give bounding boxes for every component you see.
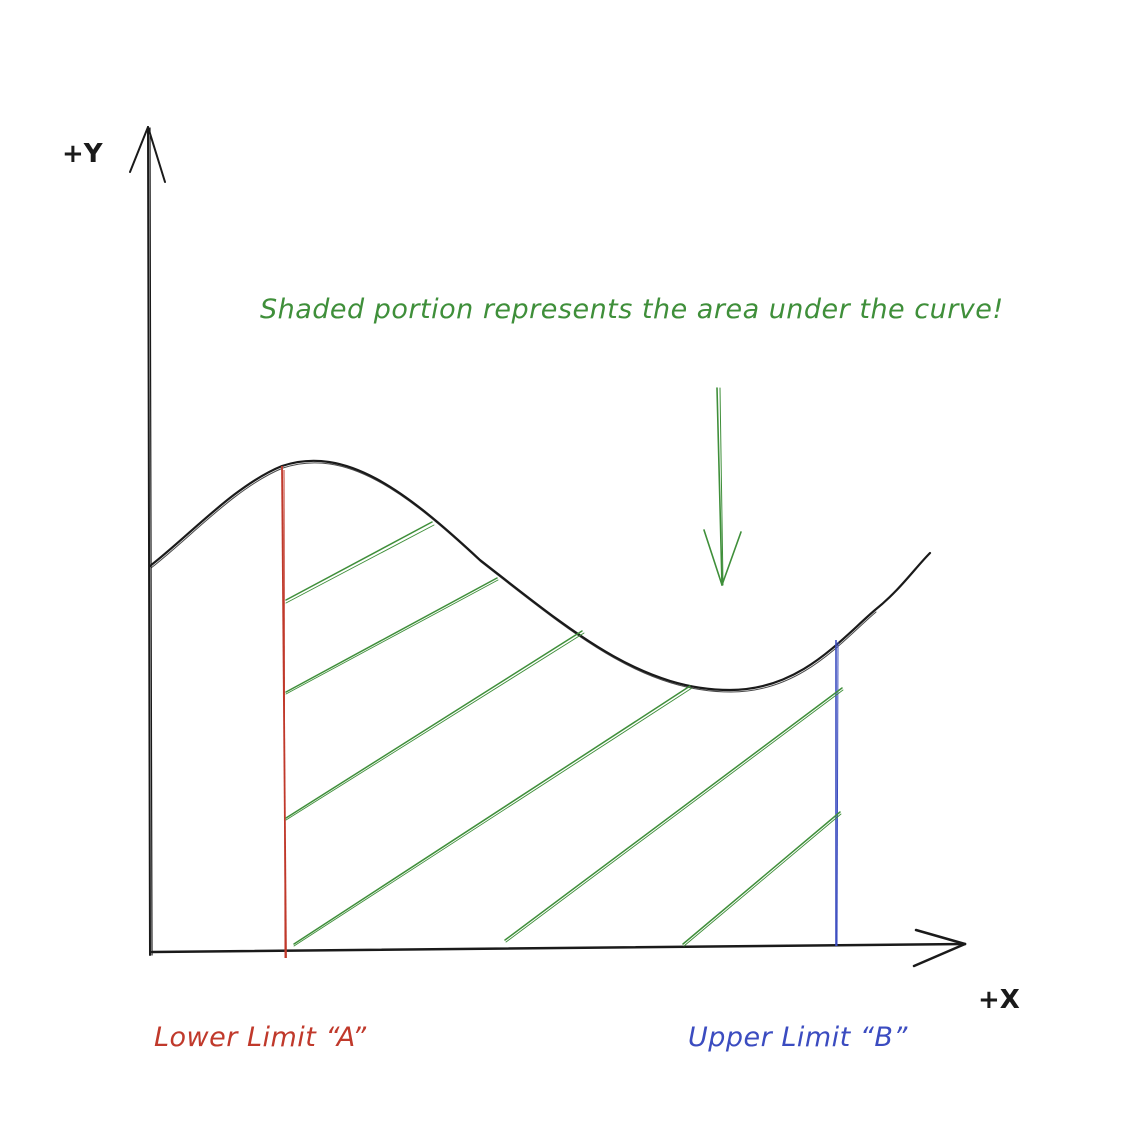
- lower-limit-label: Lower Limit “A”: [154, 1022, 367, 1053]
- hatch-line: [504, 687, 843, 941]
- y-axis-arrowhead-left: [129, 126, 149, 173]
- annotation-arrowhead-left: [703, 529, 723, 586]
- hatch-line: [285, 521, 433, 601]
- hatch-line: [682, 811, 841, 945]
- hatch-line: [285, 577, 498, 693]
- y-axis-label: +Y: [62, 139, 104, 169]
- upper-limit-label: Upper Limit “B”: [688, 1022, 908, 1053]
- function-curve: [148, 459, 932, 693]
- y-axis: [129, 126, 166, 956]
- y-axis-arrowhead-right: [147, 126, 166, 183]
- annotation-text: Shaded portion represents the area under…: [260, 294, 1004, 325]
- hatch-line: [293, 685, 691, 945]
- hatch-line: [285, 630, 583, 819]
- annotation-arrow: [703, 387, 742, 586]
- x-axis-label: +X: [978, 985, 1020, 1015]
- shaded-area-hatching: [285, 521, 844, 947]
- annotation-arrowhead-right: [721, 531, 742, 586]
- x-axis-arrowhead-top: [914, 928, 967, 946]
- x-axis: [150, 928, 967, 968]
- x-axis-arrowhead-bottom: [912, 942, 967, 968]
- upper-limit-line: [835, 640, 839, 947]
- lower-limit-line: [281, 465, 287, 959]
